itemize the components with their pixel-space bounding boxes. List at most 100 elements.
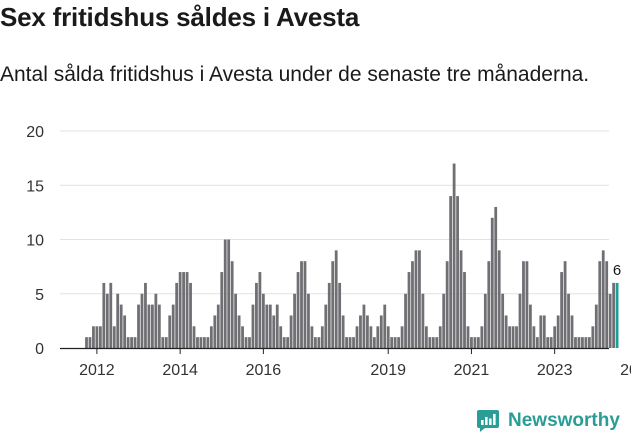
bar — [511, 326, 515, 348]
newsworthy-logo[interactable]: Newsworthy — [476, 409, 620, 433]
bar — [473, 337, 477, 348]
y-tick-label: 20 — [26, 124, 44, 141]
bar — [549, 337, 553, 348]
bar — [522, 261, 525, 348]
bar — [286, 337, 290, 348]
bar — [213, 315, 217, 348]
bar — [327, 282, 331, 348]
bar — [230, 261, 234, 348]
bar — [556, 315, 560, 348]
bar — [227, 239, 231, 348]
bar — [223, 239, 227, 348]
bar — [116, 293, 120, 348]
bar — [137, 304, 140, 348]
brand-name: Newsworthy — [508, 410, 620, 431]
bar — [244, 337, 248, 348]
bar — [362, 304, 366, 348]
bar — [279, 326, 283, 348]
bar — [608, 293, 612, 348]
bar — [470, 337, 473, 348]
bar — [369, 326, 373, 348]
bar — [594, 304, 598, 348]
bar — [109, 282, 113, 348]
bar — [196, 337, 199, 348]
bar — [574, 337, 577, 348]
bar — [400, 326, 404, 348]
bar — [567, 293, 570, 348]
bar — [112, 326, 116, 348]
bar — [241, 326, 244, 348]
bar — [581, 337, 584, 348]
bar — [577, 337, 581, 348]
bar — [261, 293, 265, 348]
bar — [560, 272, 564, 348]
bar — [542, 315, 546, 348]
bar — [123, 315, 127, 348]
bar-chart: 0 5 10 15 20 2012 2014 2016 2019 2021 2023 2025 6 — [26, 124, 631, 379]
bar — [133, 337, 137, 348]
bar — [456, 196, 459, 348]
bar — [591, 326, 595, 348]
bar — [466, 326, 470, 348]
bar — [442, 293, 446, 348]
bar — [289, 315, 293, 348]
bar — [258, 272, 262, 348]
bar — [431, 337, 435, 348]
bar — [348, 337, 352, 348]
bar — [220, 272, 224, 348]
bar — [501, 293, 505, 348]
bar — [379, 315, 383, 348]
bar — [119, 304, 123, 348]
newsworthy-logo-icon — [477, 410, 499, 432]
bar — [459, 250, 463, 348]
bar — [275, 304, 279, 348]
bar — [237, 315, 241, 348]
chart-subtitle: Antal sålda fritidshus i Avesta under de… — [0, 63, 590, 86]
bar — [463, 272, 466, 348]
bar — [359, 315, 362, 348]
bar — [317, 337, 321, 348]
bar — [320, 326, 324, 348]
bar — [334, 250, 338, 348]
y-tick-label: 15 — [26, 178, 44, 195]
bar — [272, 315, 276, 348]
bar — [199, 337, 203, 348]
bar — [126, 337, 130, 348]
bar — [490, 217, 494, 348]
x-tick-label: 2014 — [162, 362, 198, 379]
bar — [612, 282, 616, 348]
bar — [515, 326, 518, 348]
bar — [324, 304, 328, 348]
bar — [535, 337, 539, 348]
bar — [376, 326, 380, 348]
bar — [480, 326, 484, 348]
bar — [98, 326, 102, 348]
bar — [85, 337, 88, 348]
bar — [341, 315, 345, 348]
y-tick-label: 0 — [35, 341, 44, 358]
bar — [366, 315, 369, 348]
bar — [331, 261, 335, 348]
bar — [397, 337, 401, 348]
bar — [144, 282, 147, 348]
bar — [428, 337, 432, 348]
bar — [313, 337, 317, 348]
bar — [268, 304, 272, 348]
bar — [130, 337, 133, 348]
bar — [216, 304, 220, 348]
bar — [175, 282, 179, 348]
bar — [476, 337, 480, 348]
x-tick-label: 2016 — [246, 362, 282, 379]
bar — [147, 304, 151, 348]
bar — [307, 293, 310, 348]
bar — [435, 337, 439, 348]
x-tick-label: 2012 — [79, 362, 115, 379]
bar — [296, 272, 300, 348]
bar — [189, 282, 192, 348]
chart-title: Sex fritidshus såldes i Avesta — [0, 2, 360, 32]
bar — [168, 315, 172, 348]
bar — [209, 326, 213, 348]
bar — [445, 261, 449, 348]
bar — [164, 337, 168, 348]
bar — [497, 250, 501, 348]
